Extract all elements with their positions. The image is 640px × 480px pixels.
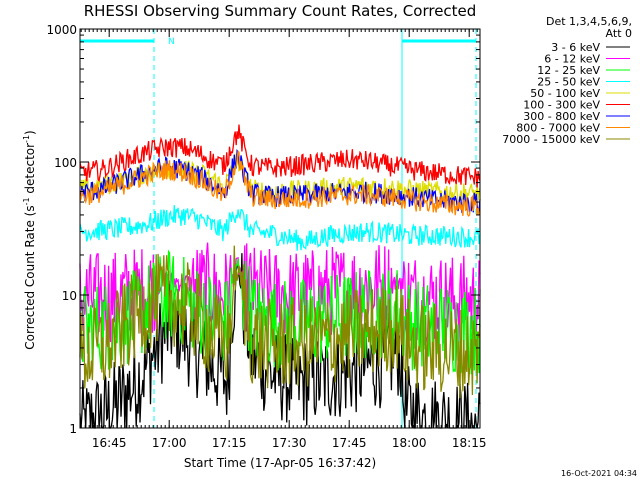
legend-header-line-2: Att 0 [606,27,632,40]
x-tick-label-2: 17:15 [212,436,247,450]
y-axis-label-main: Corrected Count Rate (s [23,205,37,349]
legend-header-line-1: Det 1,3,4,5,6,9, [546,15,632,28]
legend-label-3: 25 - 50 keV [537,76,600,89]
chart-title: RHESSI Observing Summary Count Rates, Co… [84,2,477,20]
series-line-3 [79,205,481,251]
footer-date: 16-Oct-2021 04:34 [561,469,637,478]
legend-label-6: 300 - 800 keV [523,110,600,123]
plot-frame [79,28,481,429]
legend-label-4: 50 - 100 keV [530,87,600,100]
y-axis-label: Corrected Count Rate (s-1 detector-1) [22,130,37,349]
y-tick-label-0: 1 [69,422,77,436]
x-axis: 16:45 17:00 17:15 17:30 17:45 18:00 18:15 [80,29,487,450]
y-axis: 1 10 100 1000 [46,23,480,436]
x-tick-label-5: 18:00 [392,436,427,450]
y-axis-label-sup2: -1 [22,135,31,143]
x-tick-label-3: 17:30 [272,436,307,450]
legend-label-1: 6 - 12 keV [544,53,600,66]
series-line-4 [79,153,481,205]
series-layer [79,124,481,430]
legend-label-5: 100 - 300 keV [523,99,600,112]
night-markers: N [80,29,477,428]
y-axis-label-mid: detector [23,143,37,198]
y-axis-label-end: ) [23,130,37,135]
x-axis-label: Start Time (17-Apr-05 16:37:42) [184,456,376,470]
series-line-8 [79,245,481,399]
night-marker-label: N [168,37,175,47]
series-line-7 [79,149,481,217]
legend-label-2: 12 - 25 keV [537,64,600,77]
y-tick-label-3: 1000 [46,23,77,37]
x-tick-label-4: 17:45 [332,436,367,450]
legend-label-8: 7000 - 15000 keV [502,133,600,146]
y-axis-label-sup1: -1 [22,197,31,205]
x-tick-label-1: 17:00 [152,436,187,450]
legend-label-7: 800 - 7000 keV [516,122,600,135]
x-tick-label-6: 18:15 [452,436,487,450]
series-line-5 [79,124,481,188]
x-tick-label-0: 16:45 [92,436,127,450]
legend-label-0: 3 - 6 keV [551,41,600,54]
y-tick-label-2: 100 [54,156,77,170]
y-tick-label-1: 10 [62,289,77,303]
